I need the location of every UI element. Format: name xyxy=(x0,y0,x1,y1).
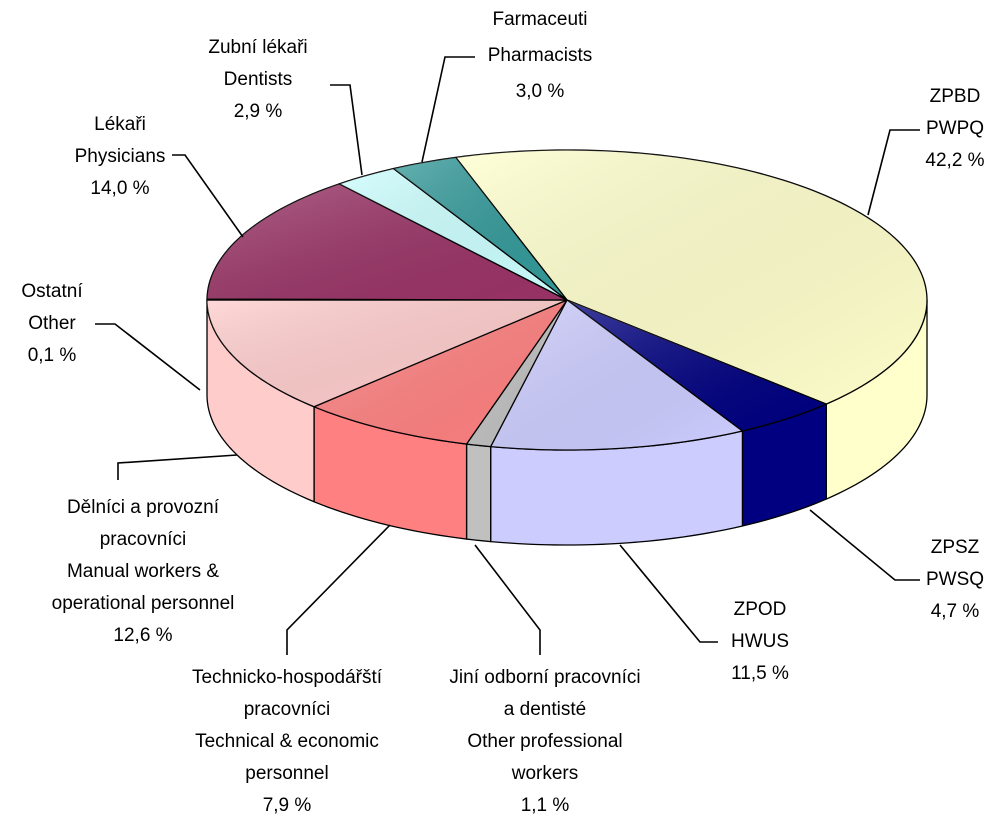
label-line: Technicko-hospodářští xyxy=(192,667,383,688)
value-label: 4,7 % xyxy=(931,601,980,622)
value-label: 7,9 % xyxy=(263,795,312,816)
leader-line xyxy=(809,509,920,581)
label-line: pracovníci xyxy=(244,699,331,720)
data-label: Zubní lékaři Dentists 2,9 % xyxy=(208,37,307,122)
leader-line xyxy=(474,544,541,655)
leader-line xyxy=(117,454,238,480)
label-line: HWUS xyxy=(731,631,789,652)
label-line: Pharmacists xyxy=(488,45,593,66)
label-line: Technical & economic xyxy=(195,731,379,752)
value-label: 1,1 % xyxy=(521,795,570,816)
leader-line xyxy=(172,154,244,238)
label-line: Ostatní xyxy=(21,281,83,302)
data-label: ZPBD PWPQ 42,2 % xyxy=(925,86,984,171)
data-label: Technicko-hospodářští pracovníci Technical… xyxy=(192,667,383,816)
leader-line xyxy=(286,524,391,655)
label-line: Manual workers & xyxy=(67,561,219,582)
label-line: ZPBD xyxy=(930,86,981,107)
label-line: personnel xyxy=(245,763,328,784)
label-line: ZPSZ xyxy=(931,537,980,558)
label-line: ZPOD xyxy=(734,599,787,620)
value-label: 11,5 % xyxy=(731,663,789,684)
label-line: Dentists xyxy=(224,69,293,90)
label-line: Jiní odborní pracovníci xyxy=(449,667,640,688)
label-line: Dělníci a provozní xyxy=(67,497,220,518)
slice-side xyxy=(465,443,492,543)
label-line: workers xyxy=(511,763,579,784)
leader-line xyxy=(421,56,475,163)
value-label: 3,0 % xyxy=(516,81,565,102)
leader-line xyxy=(330,84,363,176)
label-line: pracovníci xyxy=(100,529,187,550)
value-label: 14,0 % xyxy=(90,178,149,199)
data-label: Dělníci a provozní pracovníci Manual worke… xyxy=(52,497,235,646)
leader-line xyxy=(867,129,920,216)
data-label: Lékaři Physicians 14,0 % xyxy=(75,114,166,199)
label-line: Lékaři xyxy=(94,114,146,135)
data-label: Farmaceuti Pharmacists 3,0 % xyxy=(488,9,593,102)
label-line: Zubní lékaři xyxy=(208,37,307,58)
data-label: Jiní odborní pracovníci a dentisté Other p… xyxy=(449,667,640,816)
value-label: 42,2 % xyxy=(925,150,984,171)
value-label: 2,9 % xyxy=(234,101,283,122)
label-line: Farmaceuti xyxy=(492,9,587,30)
label-line: PWSQ xyxy=(926,569,984,590)
data-label: ZPSZ PWSQ 4,7 % xyxy=(926,537,984,622)
label-line: a dentisté xyxy=(504,699,586,720)
leader-line xyxy=(619,544,718,643)
label-line: Other xyxy=(28,313,76,334)
data-label: Ostatní Other 0,1 % xyxy=(21,281,83,366)
label-line: Physicians xyxy=(75,146,166,167)
leader-line xyxy=(95,323,201,391)
label-line: Other professional xyxy=(467,731,622,752)
data-label: ZPOD HWUS 11,5 % xyxy=(731,599,789,684)
value-label: 12,6 % xyxy=(113,625,172,646)
label-line: PWPQ xyxy=(926,118,984,139)
value-label: 0,1 % xyxy=(28,345,77,366)
label-line: operational personnel xyxy=(52,593,235,614)
